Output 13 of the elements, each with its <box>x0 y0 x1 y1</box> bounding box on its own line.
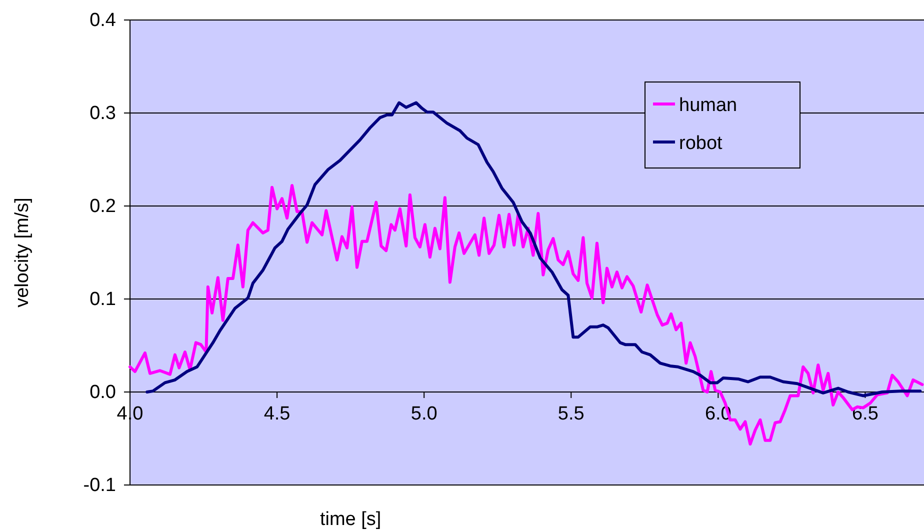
y-tick-label: 0.1 <box>90 289 116 310</box>
y-tick-label: -0.1 <box>83 475 116 496</box>
y-tick-label: 0.4 <box>90 10 116 32</box>
y-tick-label: 0.2 <box>90 196 116 218</box>
x-tick-label: 5.0 <box>410 403 438 424</box>
legend-label: robot <box>679 133 724 154</box>
y-tick-label: 0.3 <box>90 103 116 124</box>
x-tick-label: 5.5 <box>558 403 584 424</box>
x-tick-label: 4.5 <box>264 403 290 424</box>
y-tick-label: 0.0 <box>90 382 116 404</box>
x-axis-title: time [s] <box>320 509 382 530</box>
legend-label: human <box>679 95 738 116</box>
y-axis-title: velocity [m/s] <box>12 198 33 308</box>
